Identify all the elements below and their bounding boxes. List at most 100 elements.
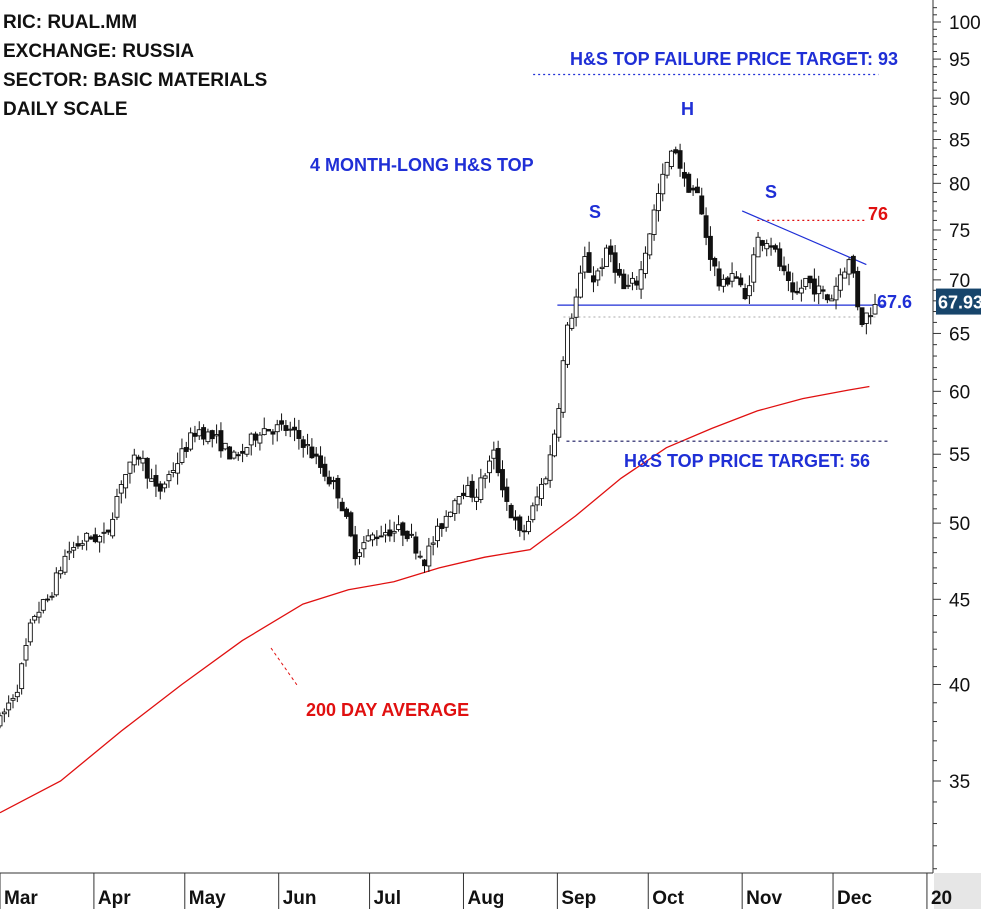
candle bbox=[465, 476, 471, 497]
candle bbox=[859, 307, 865, 328]
candle bbox=[101, 522, 107, 544]
candle-body-down bbox=[192, 432, 198, 437]
ma-label: 200 DAY AVERAGE bbox=[306, 700, 470, 720]
candle-body-down bbox=[183, 447, 189, 452]
candle bbox=[58, 566, 64, 579]
candle-body-down bbox=[253, 433, 259, 441]
candle-body-down bbox=[513, 516, 518, 521]
candle-body-down bbox=[266, 428, 272, 432]
candle-body-up bbox=[556, 408, 562, 438]
candle-body-up bbox=[179, 448, 185, 463]
level-lines-layer bbox=[533, 73, 888, 442]
candle-body-down bbox=[716, 268, 722, 287]
candle-body-up bbox=[23, 645, 29, 661]
candle bbox=[742, 283, 748, 301]
candle-body-up bbox=[123, 474, 129, 489]
candle bbox=[378, 525, 384, 538]
candle-body-up bbox=[370, 534, 375, 541]
candle bbox=[179, 438, 185, 465]
candle-body-up bbox=[573, 296, 579, 318]
candle-body-up bbox=[97, 535, 103, 543]
candle-body-down bbox=[824, 294, 830, 301]
candle bbox=[837, 268, 843, 298]
candle-body-down bbox=[616, 268, 622, 276]
candle bbox=[599, 258, 605, 277]
candle bbox=[183, 441, 189, 458]
candle bbox=[681, 162, 687, 187]
candle bbox=[0, 712, 3, 729]
candle bbox=[647, 233, 653, 260]
candle bbox=[79, 539, 85, 550]
candle-body-down bbox=[508, 504, 514, 519]
candle-body-up bbox=[62, 555, 68, 573]
candle-body-up bbox=[365, 535, 371, 542]
candle-body-up bbox=[599, 266, 605, 269]
candle bbox=[850, 254, 856, 278]
candle-body-up bbox=[863, 312, 869, 324]
candle-body-down bbox=[777, 248, 783, 267]
candle-body-up bbox=[837, 274, 843, 291]
candle bbox=[530, 502, 536, 523]
candle-body-down bbox=[694, 186, 700, 194]
candle-body-down bbox=[517, 516, 523, 531]
candle bbox=[712, 256, 718, 277]
candle bbox=[824, 293, 830, 304]
candle-body-down bbox=[313, 453, 319, 457]
candle-body-down bbox=[335, 477, 341, 499]
candle bbox=[777, 242, 783, 271]
candle-body-up bbox=[651, 209, 657, 235]
candle-body-down bbox=[422, 559, 427, 567]
candle bbox=[214, 424, 220, 444]
candle bbox=[677, 143, 683, 177]
x-tick-label: 20 bbox=[931, 888, 952, 909]
candle bbox=[534, 486, 540, 512]
candle-body-up bbox=[261, 428, 267, 436]
candle-body-up bbox=[32, 615, 38, 621]
candle-body-up bbox=[534, 496, 540, 506]
candle-body-down bbox=[681, 171, 687, 179]
candle bbox=[296, 419, 302, 450]
candle-body-up bbox=[668, 150, 674, 167]
candle-body-down bbox=[387, 529, 393, 537]
candle-body-down bbox=[439, 523, 445, 530]
candle-body-down bbox=[759, 240, 765, 246]
candle-body-down bbox=[309, 446, 315, 459]
y-tick-label: 60 bbox=[949, 382, 970, 403]
candle-body-up bbox=[803, 277, 809, 287]
candle-body-down bbox=[521, 530, 527, 533]
candle bbox=[62, 549, 68, 575]
candle bbox=[97, 534, 103, 553]
candle bbox=[664, 161, 670, 179]
candle bbox=[547, 445, 553, 488]
candle-body-down bbox=[279, 420, 285, 425]
candle bbox=[595, 268, 601, 287]
y-tick-label: 85 bbox=[949, 130, 970, 151]
candle-body-down bbox=[339, 501, 345, 512]
candle-body-up bbox=[396, 524, 401, 530]
candle bbox=[608, 239, 614, 263]
resistance-value-label: 76 bbox=[868, 204, 889, 224]
candle bbox=[136, 454, 142, 466]
candle-body-up bbox=[166, 474, 172, 482]
candle-body-up bbox=[391, 530, 397, 534]
candle bbox=[231, 449, 237, 460]
candle-body-down bbox=[300, 439, 306, 448]
candle bbox=[569, 313, 575, 331]
candle-body-down bbox=[781, 265, 787, 272]
candle bbox=[833, 277, 839, 310]
left-shoulder-label: S bbox=[589, 202, 602, 222]
y-tick-label: 70 bbox=[949, 271, 970, 292]
candle-body-up bbox=[530, 505, 536, 521]
candle bbox=[413, 531, 419, 560]
candle bbox=[439, 522, 445, 537]
candle bbox=[49, 592, 55, 601]
candle-body-down bbox=[742, 288, 748, 300]
x-tick-label: Sep bbox=[561, 888, 596, 909]
candle-body-up bbox=[66, 550, 72, 554]
candle bbox=[461, 484, 466, 500]
candle bbox=[14, 684, 20, 703]
candle bbox=[573, 288, 579, 327]
candle bbox=[794, 281, 800, 295]
candle bbox=[556, 403, 562, 442]
candle bbox=[261, 417, 267, 436]
